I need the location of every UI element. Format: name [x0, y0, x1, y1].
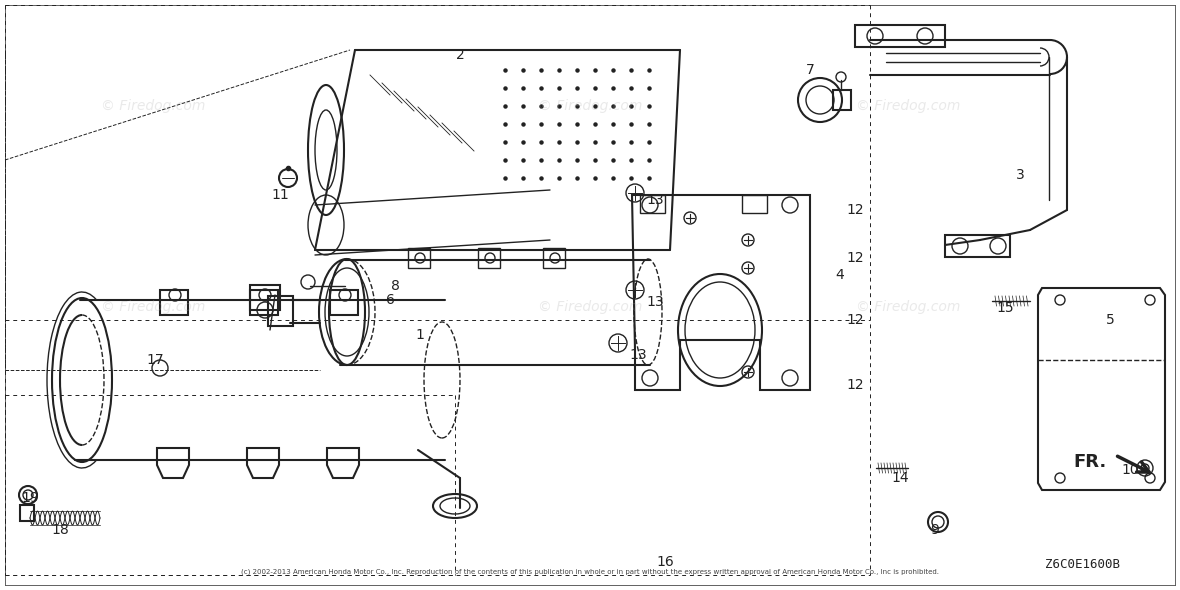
- Bar: [268, 296, 293, 326]
- Text: FR.: FR.: [1074, 453, 1107, 471]
- Text: 3: 3: [1016, 168, 1024, 182]
- Text: © Firedog.com: © Firedog.com: [538, 300, 642, 314]
- Bar: [945, 235, 1010, 257]
- Text: 12: 12: [846, 378, 864, 392]
- Text: 16: 16: [656, 555, 674, 569]
- Text: 2: 2: [455, 48, 465, 62]
- Bar: [408, 248, 430, 268]
- Text: Z6C0E1600B: Z6C0E1600B: [1045, 559, 1120, 572]
- Bar: [330, 290, 358, 315]
- Text: 12: 12: [846, 203, 864, 217]
- Text: 17: 17: [146, 353, 164, 367]
- Text: 15: 15: [996, 301, 1014, 315]
- Bar: [742, 195, 767, 213]
- Text: 4: 4: [835, 268, 845, 282]
- Text: 10: 10: [1121, 463, 1139, 477]
- Text: 13: 13: [647, 295, 664, 309]
- Bar: [20, 505, 34, 521]
- Text: © Firedog.com: © Firedog.com: [857, 300, 961, 314]
- Bar: [856, 25, 945, 47]
- Text: 8: 8: [391, 279, 400, 293]
- Text: 19: 19: [21, 491, 39, 505]
- Text: 9: 9: [931, 523, 939, 537]
- Text: 6: 6: [386, 293, 394, 307]
- Bar: [250, 285, 280, 310]
- Bar: [640, 195, 666, 213]
- Text: (c) 2002-2013 American Honda Motor Co., Inc. Reproduction of the contents of thi: (c) 2002-2013 American Honda Motor Co., …: [241, 569, 939, 575]
- Bar: [160, 290, 188, 315]
- Text: 14: 14: [891, 471, 909, 485]
- Text: 11: 11: [271, 188, 289, 202]
- Text: © Firedog.com: © Firedog.com: [538, 99, 642, 113]
- Bar: [543, 248, 565, 268]
- Bar: [478, 248, 500, 268]
- Bar: [833, 90, 851, 110]
- Text: 13: 13: [647, 193, 664, 207]
- Text: © Firedog.com: © Firedog.com: [101, 300, 205, 314]
- Text: © Firedog.com: © Firedog.com: [101, 99, 205, 113]
- Text: 1: 1: [415, 328, 425, 342]
- Text: 13: 13: [629, 348, 647, 362]
- Bar: [250, 290, 278, 315]
- Text: © Firedog.com: © Firedog.com: [857, 99, 961, 113]
- Text: 18: 18: [51, 523, 68, 537]
- Text: 12: 12: [846, 251, 864, 265]
- Text: 5: 5: [1106, 313, 1114, 327]
- Text: 12: 12: [846, 313, 864, 327]
- Text: 7: 7: [806, 63, 814, 77]
